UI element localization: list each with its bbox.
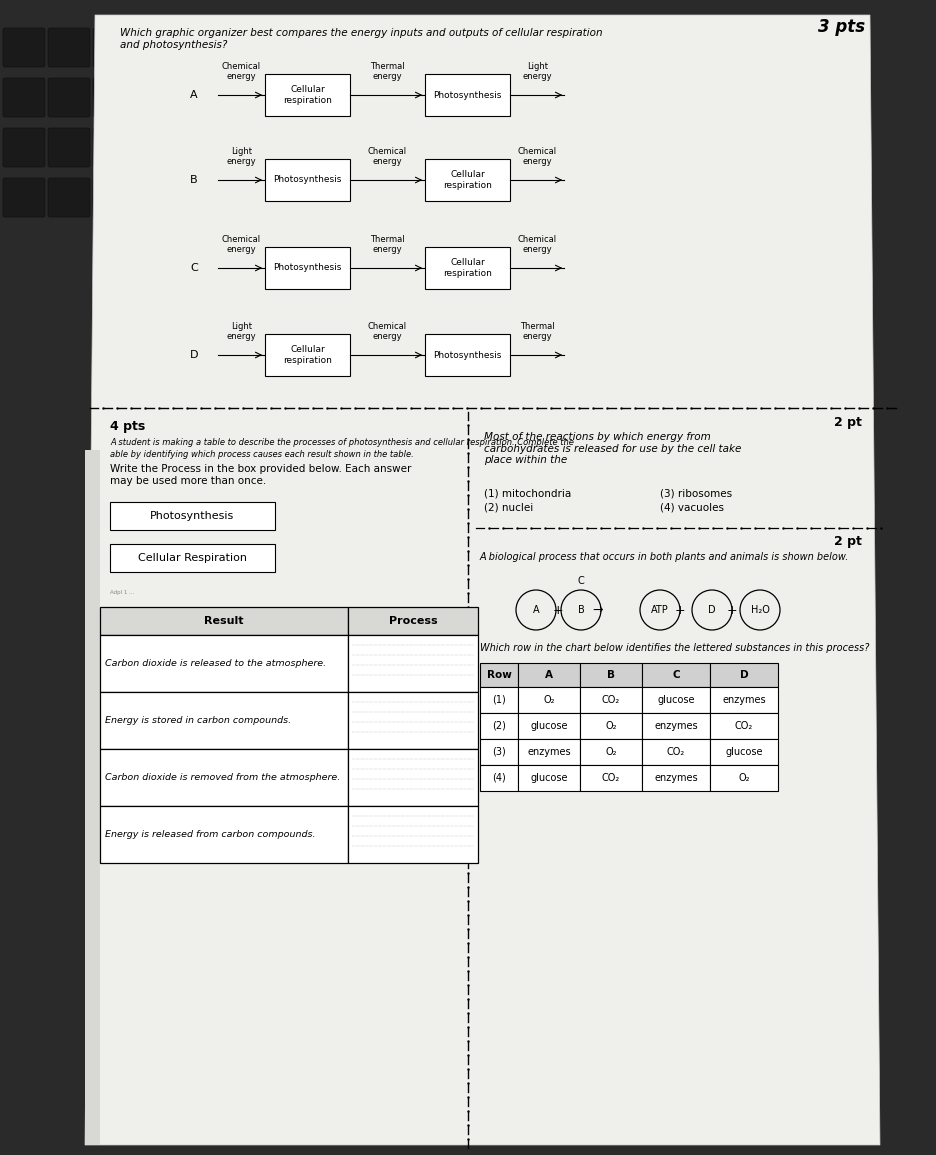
Text: A student is making a table to describe the processes of photosynthesis and cell: A student is making a table to describe … [110, 438, 573, 447]
Text: Chemical
energy: Chemical energy [222, 234, 261, 254]
Text: (4): (4) [491, 773, 505, 783]
Text: CO₂: CO₂ [601, 695, 620, 705]
FancyBboxPatch shape [709, 713, 777, 739]
FancyBboxPatch shape [265, 159, 350, 201]
FancyBboxPatch shape [641, 765, 709, 791]
FancyBboxPatch shape [48, 128, 90, 167]
FancyBboxPatch shape [479, 663, 518, 687]
Text: Which row in the chart below identifies the lettered substances in this process?: Which row in the chart below identifies … [479, 643, 869, 653]
FancyBboxPatch shape [579, 663, 641, 687]
FancyBboxPatch shape [479, 765, 518, 791]
Text: glucose: glucose [530, 773, 567, 783]
Text: Cellular
respiration: Cellular respiration [283, 345, 331, 365]
FancyBboxPatch shape [579, 765, 641, 791]
FancyBboxPatch shape [110, 502, 274, 530]
FancyBboxPatch shape [265, 334, 350, 377]
Text: A: A [533, 605, 539, 614]
FancyBboxPatch shape [93, 28, 135, 67]
FancyBboxPatch shape [93, 178, 135, 217]
Text: Carbon dioxide is removed from the atmosphere.: Carbon dioxide is removed from the atmos… [105, 773, 340, 782]
Text: Energy is released from carbon compounds.: Energy is released from carbon compounds… [105, 830, 315, 839]
FancyBboxPatch shape [138, 28, 180, 67]
FancyBboxPatch shape [3, 28, 45, 67]
Text: Light
energy: Light energy [227, 147, 256, 166]
Text: CO₂: CO₂ [666, 747, 684, 757]
Text: (2): (2) [491, 721, 505, 731]
Text: H₂O: H₂O [750, 605, 768, 614]
FancyBboxPatch shape [100, 748, 347, 806]
Text: ATP: ATP [651, 605, 668, 614]
Text: glucose: glucose [530, 721, 567, 731]
FancyBboxPatch shape [138, 128, 180, 167]
Text: O₂: O₂ [605, 721, 616, 731]
FancyBboxPatch shape [138, 178, 180, 217]
Text: 4 pts: 4 pts [110, 420, 145, 433]
Text: Chemical
energy: Chemical energy [222, 61, 261, 81]
FancyBboxPatch shape [579, 713, 641, 739]
Text: A biological process that occurs in both plants and animals is shown below.: A biological process that occurs in both… [479, 552, 848, 562]
Text: +: + [674, 604, 684, 617]
Text: O₂: O₂ [543, 695, 554, 705]
FancyBboxPatch shape [48, 79, 90, 117]
Text: Photosynthesis: Photosynthesis [432, 90, 501, 99]
Text: O₂: O₂ [605, 747, 616, 757]
FancyBboxPatch shape [641, 663, 709, 687]
FancyBboxPatch shape [347, 692, 477, 748]
Text: Photosynthesis: Photosynthesis [273, 263, 342, 273]
Text: A: A [545, 670, 552, 680]
Text: Photosynthesis: Photosynthesis [150, 511, 234, 521]
Text: D: D [189, 350, 197, 360]
FancyBboxPatch shape [518, 713, 579, 739]
Text: B: B [190, 176, 197, 185]
FancyBboxPatch shape [110, 544, 274, 572]
FancyBboxPatch shape [579, 739, 641, 765]
Text: (1) mitochondria: (1) mitochondria [484, 489, 571, 498]
Text: CO₂: CO₂ [601, 773, 620, 783]
Text: glucose: glucose [656, 695, 694, 705]
Text: C: C [577, 576, 584, 586]
FancyBboxPatch shape [641, 687, 709, 713]
Text: enzymes: enzymes [527, 747, 570, 757]
Text: +: + [552, 604, 563, 617]
Text: Write the Process in the box provided below. Each answer
may be used more than o: Write the Process in the box provided be… [110, 464, 411, 485]
Text: B: B [577, 605, 584, 614]
Text: glucose: glucose [724, 747, 762, 757]
FancyBboxPatch shape [425, 247, 509, 289]
Text: C: C [190, 263, 197, 273]
Text: D: D [739, 670, 748, 680]
FancyBboxPatch shape [641, 739, 709, 765]
FancyBboxPatch shape [479, 687, 518, 713]
FancyBboxPatch shape [579, 687, 641, 713]
FancyBboxPatch shape [709, 687, 777, 713]
Text: 2 pt: 2 pt [833, 416, 861, 429]
Text: Light
energy: Light energy [227, 321, 256, 341]
FancyBboxPatch shape [518, 663, 579, 687]
Text: Thermal
energy: Thermal energy [370, 61, 404, 81]
Text: Chemical
energy: Chemical energy [518, 147, 557, 166]
FancyBboxPatch shape [425, 159, 509, 201]
Text: enzymes: enzymes [653, 773, 697, 783]
Text: able by identifying which process causes each result shown in the table.: able by identifying which process causes… [110, 450, 414, 459]
FancyBboxPatch shape [3, 79, 45, 117]
Polygon shape [85, 450, 100, 1145]
Text: B: B [607, 670, 614, 680]
Text: CO₂: CO₂ [734, 721, 753, 731]
Text: A: A [190, 90, 197, 100]
FancyBboxPatch shape [347, 635, 477, 692]
FancyBboxPatch shape [518, 739, 579, 765]
Text: Cellular
respiration: Cellular respiration [283, 85, 331, 105]
FancyBboxPatch shape [518, 687, 579, 713]
Text: Cellular
respiration: Cellular respiration [443, 259, 491, 277]
Text: Process: Process [388, 616, 437, 626]
FancyBboxPatch shape [425, 334, 509, 377]
FancyBboxPatch shape [265, 247, 350, 289]
Text: Carbon dioxide is released to the atmosphere.: Carbon dioxide is released to the atmosp… [105, 660, 326, 668]
Text: enzymes: enzymes [653, 721, 697, 731]
FancyBboxPatch shape [709, 739, 777, 765]
Text: (2) nuclei: (2) nuclei [484, 502, 533, 512]
Text: O₂: O₂ [738, 773, 749, 783]
Text: Adpl 1 ...: Adpl 1 ... [110, 590, 134, 595]
Text: (3): (3) [491, 747, 505, 757]
Text: Chemical
energy: Chemical energy [518, 234, 557, 254]
